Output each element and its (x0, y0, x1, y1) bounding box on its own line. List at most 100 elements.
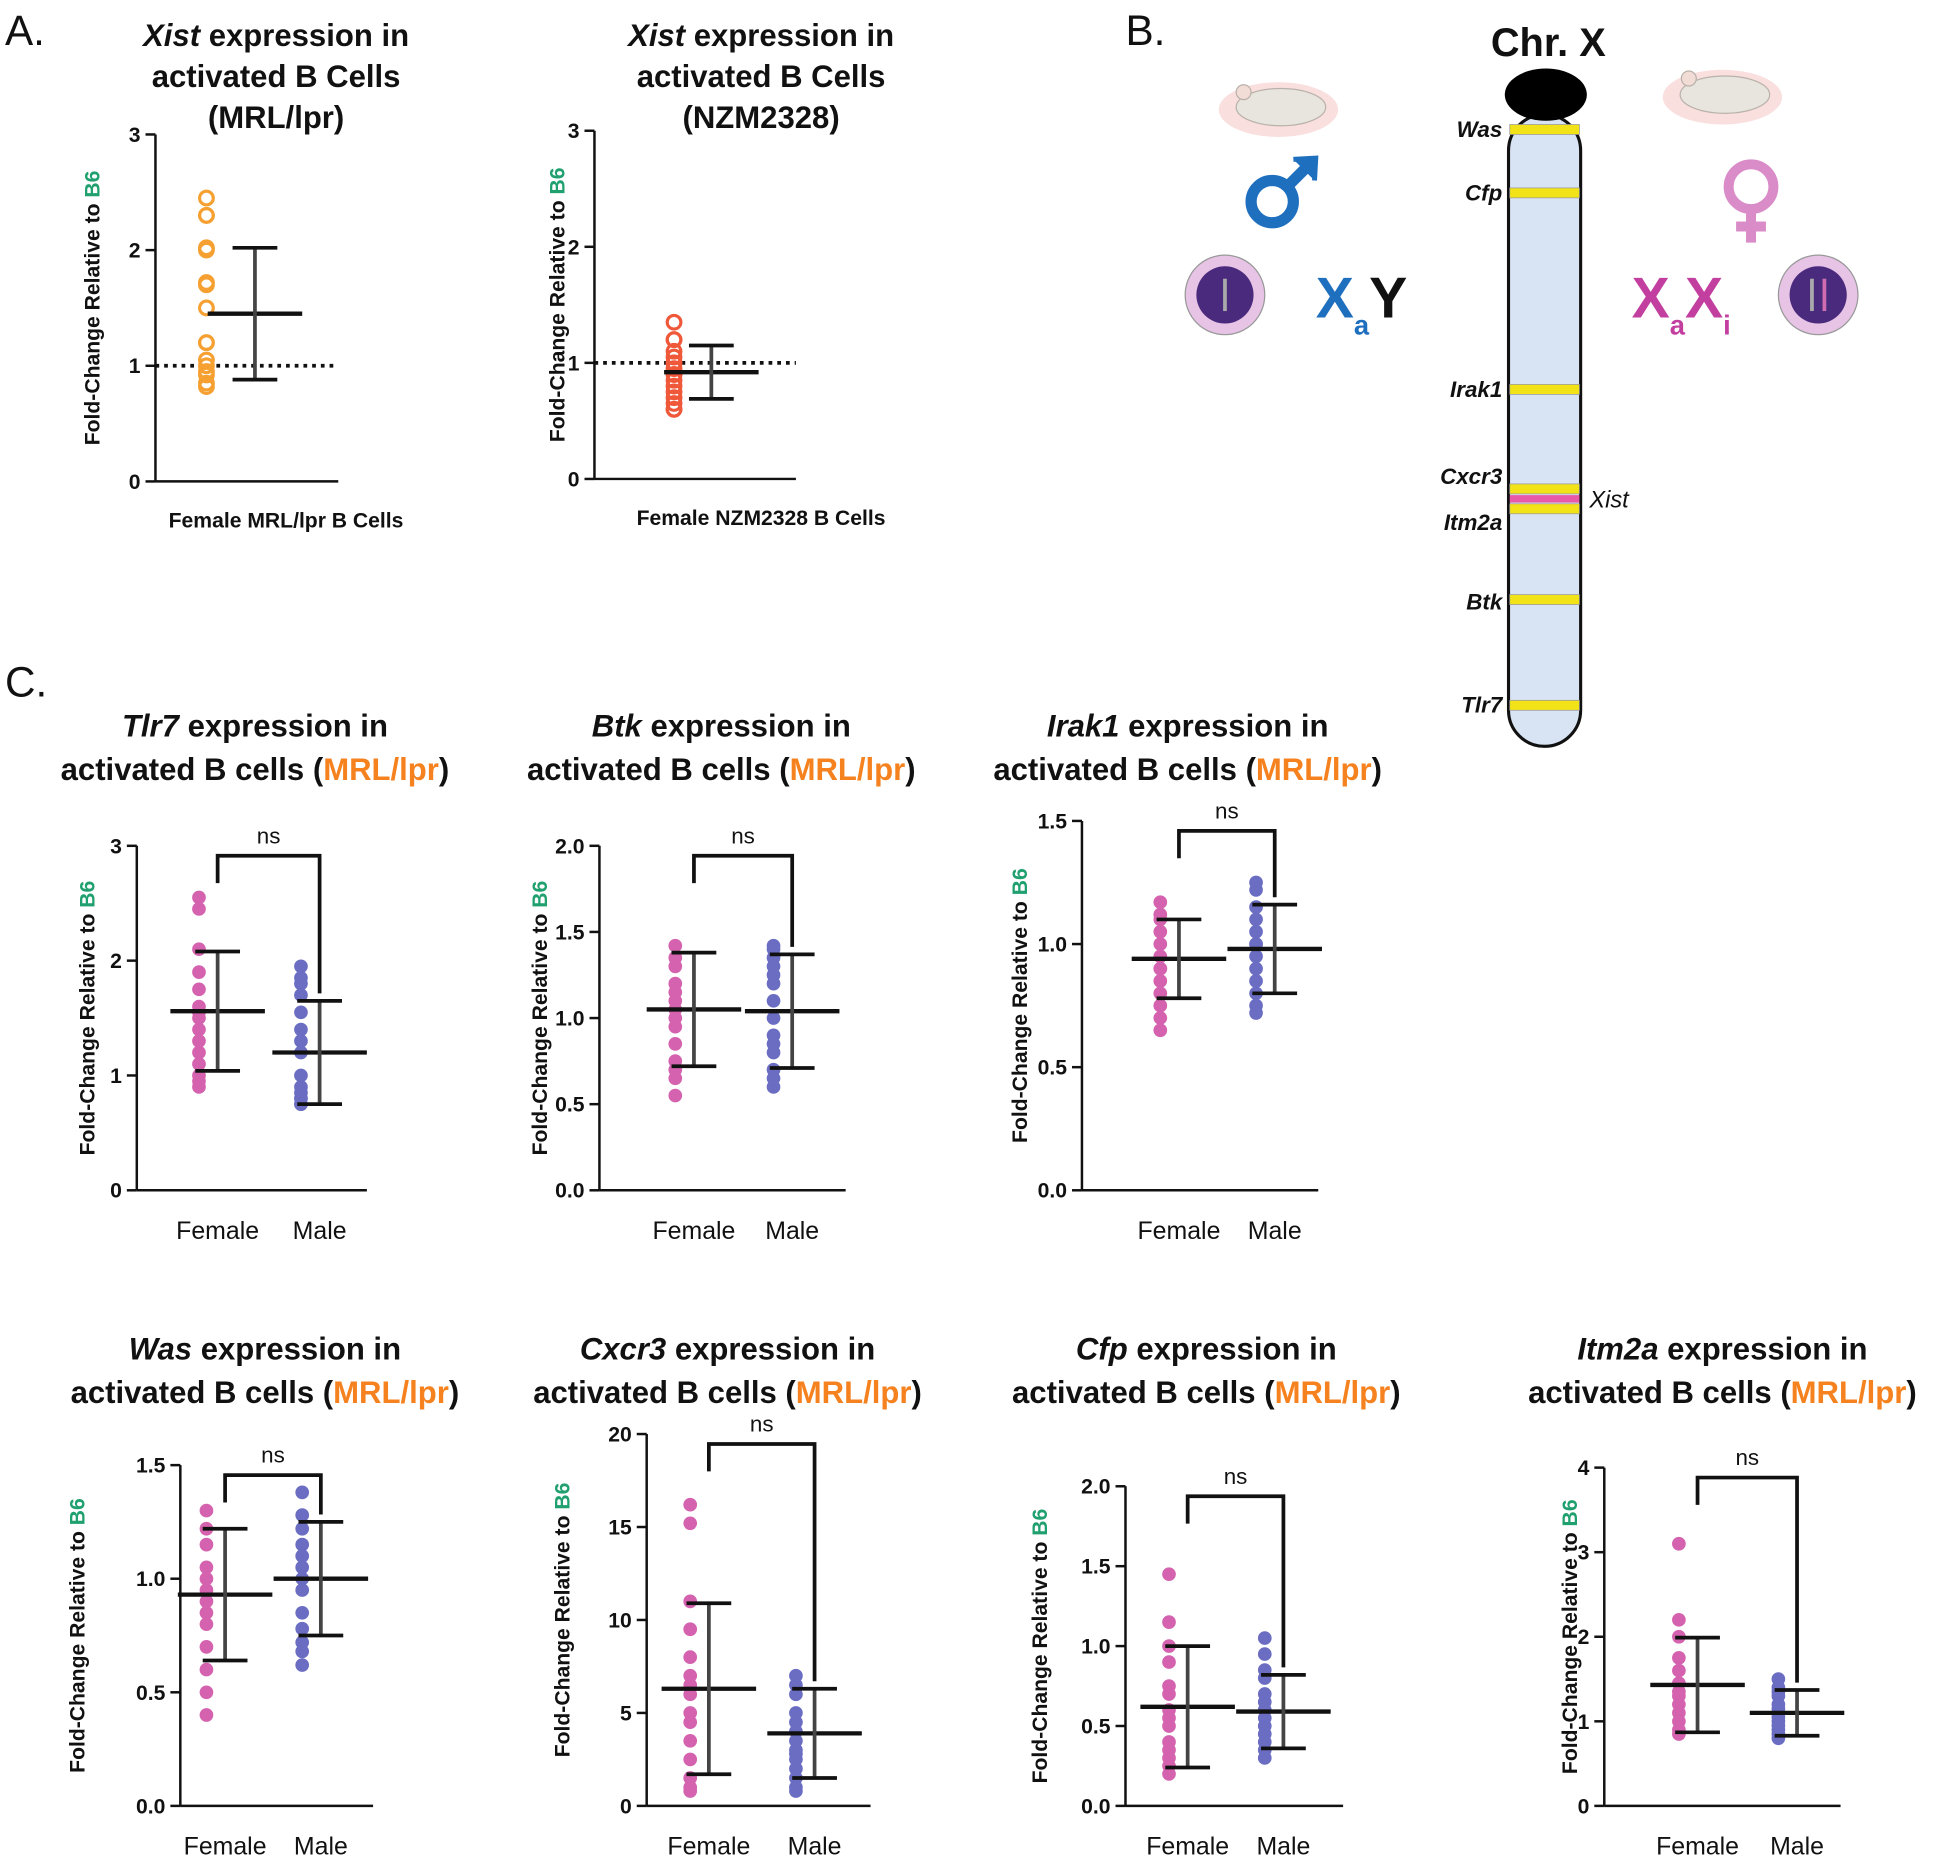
data-point (1249, 924, 1263, 939)
y-tick-label: 0.0 (555, 1180, 584, 1203)
chart-title: activated B cells (MRL/lpr) (993, 752, 1382, 787)
data-point (1672, 1536, 1686, 1551)
data-point (683, 1516, 698, 1531)
data-point (192, 1022, 206, 1037)
y-tick-label: 0 (110, 1180, 122, 1203)
x-tick-label: Female MRL/lpr B Cells (169, 509, 404, 532)
y-tick-label: 1.0 (555, 1008, 584, 1031)
data-point (683, 1784, 698, 1798)
genotype: XaY (1316, 266, 1408, 340)
y-tick-label: 4 (1578, 1457, 1590, 1480)
title-gene: Xist (141, 18, 202, 53)
title-text: expression in (1119, 708, 1328, 743)
y-axis-label: Fold-Change Relative to B6 (1009, 868, 1032, 1143)
data-point (1162, 1615, 1176, 1629)
significance-bracket (1177, 829, 1277, 898)
x-tick-label: Male (293, 1217, 347, 1245)
title-text: expression in (1659, 1331, 1868, 1366)
data-point (1153, 924, 1168, 939)
gene-label: Btk (1466, 590, 1504, 615)
data-point (665, 348, 683, 366)
data-point (1162, 1687, 1176, 1701)
title-line2: activated B cells ( (527, 752, 790, 787)
data-point (199, 1708, 214, 1722)
title-gene: Was (129, 1331, 192, 1366)
title-line2: activated B cells ( (1012, 1375, 1275, 1410)
title-text: expression in (1128, 1331, 1337, 1366)
chart-title: Itm2a expression in (1577, 1331, 1867, 1366)
x-tick-label: Male (1256, 1832, 1310, 1860)
gene-label: Was (1457, 117, 1503, 142)
data-point (1672, 1663, 1686, 1678)
title-text: expression in (192, 1331, 401, 1366)
data-point (199, 1594, 214, 1609)
data-point (1162, 1655, 1176, 1669)
y-tick-label: 20 (608, 1424, 632, 1447)
significance-label: ns (261, 1443, 285, 1468)
title-line2: activated B Cells (152, 59, 401, 94)
chart-title: activated B Cells (637, 59, 886, 94)
data-point (683, 1497, 698, 1512)
y-label-ref: B6 (529, 881, 552, 908)
data-point (683, 1733, 698, 1748)
genotype: XaXi (1632, 266, 1731, 340)
y-tick-label: 0.5 (136, 1682, 166, 1705)
y-tick-label: 2 (110, 950, 122, 973)
data-point (1162, 1567, 1176, 1582)
data-point (683, 1622, 698, 1637)
data-point (665, 377, 683, 395)
data-point (1249, 961, 1263, 976)
xist-band (1509, 495, 1580, 503)
data-point (1672, 1651, 1686, 1665)
significance-label: ns (1735, 1445, 1759, 1470)
data-point (198, 274, 215, 291)
data-point (294, 959, 308, 974)
title-close: ) (905, 752, 915, 787)
title-line2: activated B cells ( (533, 1375, 796, 1410)
significance-bracket (1695, 1475, 1799, 1683)
y-axis-label: Fold-Change Relative to B6 (1029, 1509, 1052, 1784)
title-line2: activated B cells ( (1528, 1375, 1791, 1410)
panel-label: B. (1125, 7, 1165, 54)
data-point (1249, 1006, 1263, 1020)
title-gene: Tlr7 (122, 708, 181, 743)
chart-title: activated B cells (MRL/lpr) (71, 1375, 460, 1410)
chart-title: Xist expression in (141, 18, 409, 53)
data-point (199, 1662, 214, 1677)
y-tick-label: 0.5 (1081, 1715, 1111, 1738)
data-point (1771, 1731, 1786, 1746)
y-tick-label: 1.0 (136, 1568, 165, 1591)
data-point (295, 1644, 310, 1659)
x-tick-label: Female (1138, 1217, 1221, 1245)
data-point (766, 993, 781, 1008)
significance-label: ns (1215, 798, 1239, 823)
data-point (1153, 937, 1168, 951)
cell-icon (1777, 254, 1859, 336)
gene-label: Cfp (1465, 180, 1502, 205)
data-point (1249, 912, 1263, 927)
gene-band (1509, 187, 1580, 199)
title-strain: MRL/lpr (1275, 1375, 1391, 1410)
data-point (1249, 974, 1263, 988)
data-point (198, 241, 215, 259)
significance-bracket (706, 1442, 817, 1682)
data-point (665, 366, 683, 383)
y-axis-label: Fold-Change Relative to B6 (529, 881, 552, 1156)
data-point (683, 1715, 698, 1730)
y-label-ref: B6 (67, 1498, 90, 1525)
genotype-part: a (1670, 310, 1686, 341)
data-point (295, 1521, 310, 1536)
chart-title: activated B cells (MRL/lpr) (533, 1375, 922, 1410)
data-point (665, 360, 683, 378)
data-point (295, 1658, 310, 1672)
data-point (1249, 883, 1263, 897)
data-point (198, 334, 215, 352)
data-point (668, 1037, 683, 1051)
panel-label: A. (5, 7, 45, 54)
data-point (665, 383, 683, 401)
gene-band (1509, 699, 1580, 711)
x-tick-label: Female (1146, 1832, 1229, 1860)
y-tick-label: 2 (1578, 1626, 1590, 1649)
data-point (295, 1508, 310, 1522)
y-label-ref: B6 (547, 168, 570, 195)
